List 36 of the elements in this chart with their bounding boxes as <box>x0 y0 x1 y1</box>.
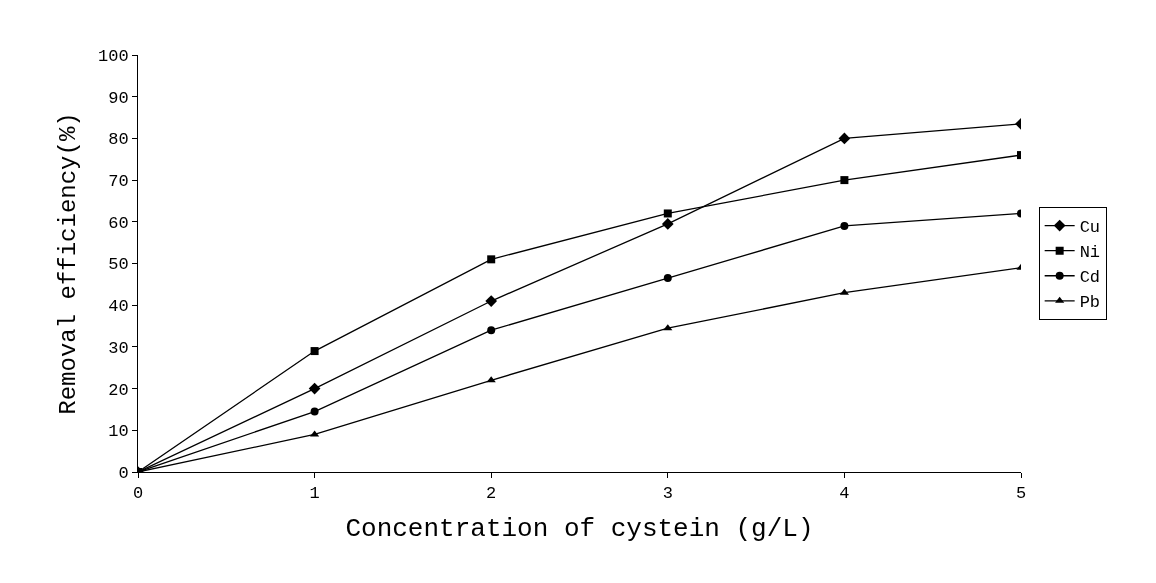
legend-label: Cd <box>1079 268 1101 288</box>
point <box>840 176 849 185</box>
point <box>487 326 496 335</box>
y-tick-label: 100 <box>97 46 129 66</box>
legend-label: Ni <box>1079 243 1101 263</box>
x-tick-label: 0 <box>132 484 144 504</box>
point <box>487 255 496 264</box>
point <box>310 407 319 416</box>
y-tick-label: 30 <box>108 338 129 358</box>
point <box>838 132 851 145</box>
x-tick-label: 4 <box>839 484 850 504</box>
x-axis-title: Concentration of cystein (g/L) <box>345 514 814 545</box>
y-tick-label: 60 <box>108 213 129 233</box>
legend-label: Cu <box>1079 218 1101 238</box>
y-tick-label: 10 <box>108 422 129 442</box>
point <box>663 274 672 283</box>
y-tick-label: 20 <box>108 380 129 400</box>
x-tick-label: 1 <box>309 484 320 504</box>
point <box>663 324 673 331</box>
point <box>840 221 849 230</box>
y-tick-label: 80 <box>108 130 129 150</box>
y-tick-label: 90 <box>108 88 129 108</box>
y-axis-title: Removal efficiency(%) <box>55 112 83 415</box>
point <box>485 295 498 307</box>
point <box>310 347 319 356</box>
x-tick-label: 2 <box>486 484 497 504</box>
point <box>308 382 321 395</box>
x-tick-label: 5 <box>1015 484 1027 504</box>
point <box>663 209 672 218</box>
legend-label: Pb <box>1079 293 1101 313</box>
y-tick-label: 40 <box>108 297 129 317</box>
y-tick-label: 70 <box>108 172 129 192</box>
point <box>661 218 674 230</box>
y-tick-label: 50 <box>108 255 129 275</box>
x-tick-label: 3 <box>662 484 673 504</box>
y-tick-label: 0 <box>118 463 129 483</box>
